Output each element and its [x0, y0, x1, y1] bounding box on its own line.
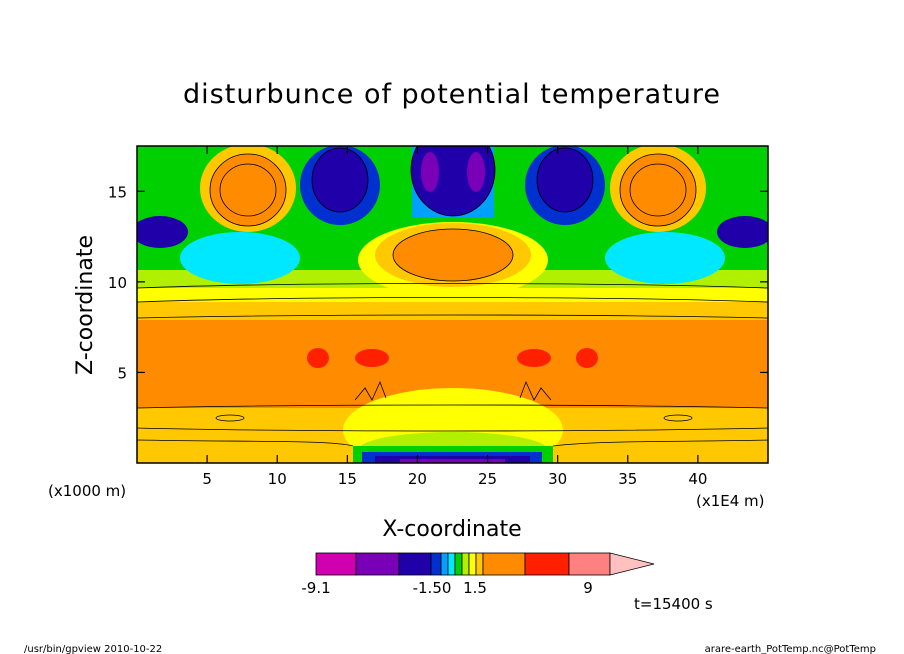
colorbar-segment — [568, 552, 611, 576]
colorbar-label: -1.50 — [413, 579, 452, 597]
x-axis-ticks: 5 10 15 20 25 30 35 40 — [202, 146, 707, 488]
x-unit-label: (x1E4 m) — [696, 492, 765, 510]
x-tick-label: 35 — [618, 470, 637, 488]
colorbar-labels: -9.1 -1.50 1.5 9 — [301, 579, 592, 597]
x-tick-label: 20 — [408, 470, 427, 488]
footer-right: arare-earth_PotTemp.nc@PotTemp — [705, 644, 876, 654]
colorbar-segment — [440, 552, 449, 576]
x-tick-label: 15 — [338, 470, 357, 488]
colorbar-segment — [461, 552, 470, 576]
colorbar-segment — [454, 552, 463, 576]
y-tick-label: 10 — [108, 274, 127, 292]
colorbar-segment — [468, 552, 477, 576]
chart-title: disturbunce of potential temperature — [183, 79, 721, 110]
colorbar-segment — [447, 552, 456, 576]
time-label: t=15400 s — [634, 595, 713, 613]
y-unit-label: (x1000 m) — [48, 482, 126, 500]
colorbar-segment — [475, 552, 484, 576]
x-tick-label: 5 — [202, 470, 212, 488]
x-tick-label: 10 — [268, 470, 287, 488]
colorbar-segment — [524, 552, 570, 576]
y-tick-label: 5 — [117, 364, 127, 382]
colorbar-segment — [315, 552, 357, 576]
x-tick-label: 25 — [478, 470, 497, 488]
colorbar-label: 9 — [583, 579, 593, 597]
x-tick-label: 40 — [688, 470, 707, 488]
y-axis-ticks: 5 10 15 — [108, 183, 768, 382]
colorbar-segment — [398, 552, 432, 576]
colorbar-label: 1.5 — [463, 579, 487, 597]
colorbar-segment — [430, 552, 442, 576]
y-tick-label: 15 — [108, 183, 127, 201]
colorbar-segment — [482, 552, 526, 576]
colorbar-label: -9.1 — [301, 579, 330, 597]
footer-left: /usr/bin/gpview 2010-10-22 — [24, 644, 162, 654]
x-tick-label: 30 — [548, 470, 567, 488]
plot-area — [137, 146, 768, 463]
colorbar — [315, 552, 655, 576]
colorbar-arrow — [609, 552, 655, 576]
x-axis-title: X-coordinate — [382, 517, 521, 542]
plot-frame — [136, 145, 769, 464]
y-axis-title: Z-coordinate — [73, 235, 98, 375]
colorbar-segment — [355, 552, 400, 576]
